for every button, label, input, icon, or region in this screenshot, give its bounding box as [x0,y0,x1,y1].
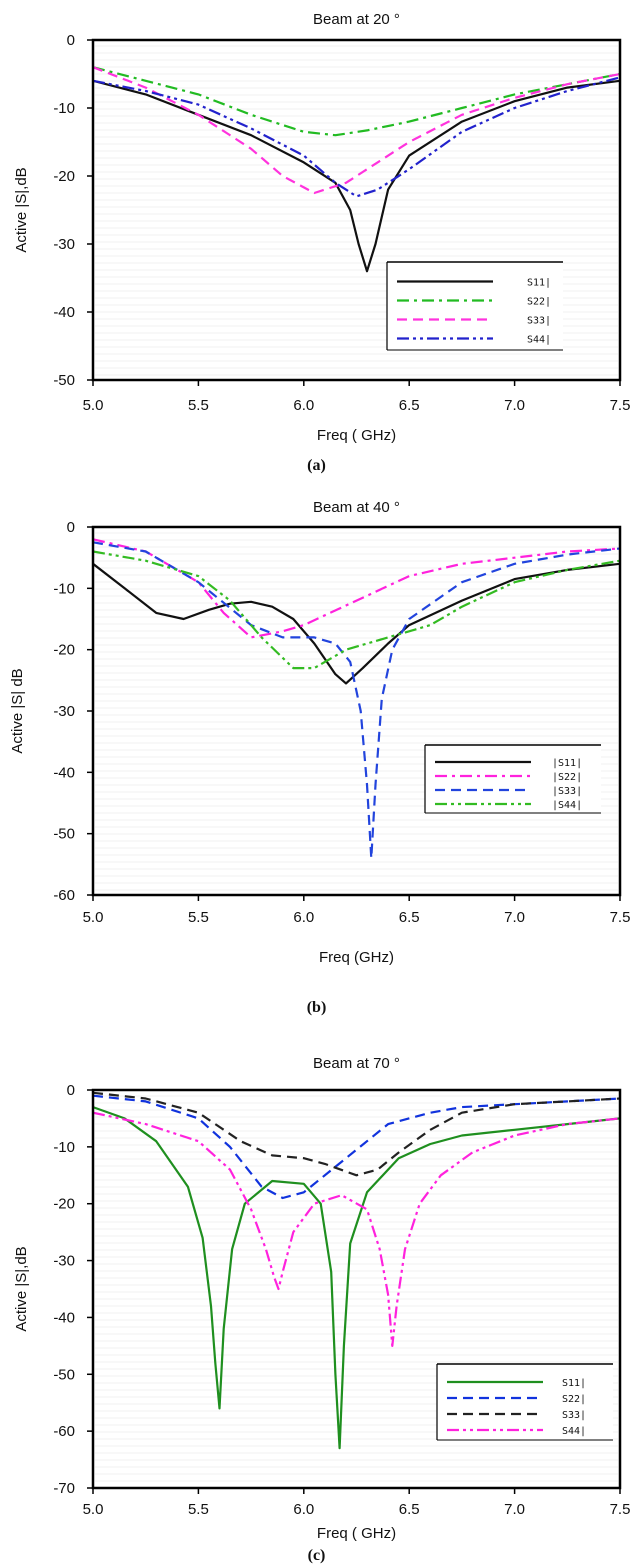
chart-1-series-3-line [93,66,620,195]
chart-1-y-tick-label: -10 [53,100,75,117]
chart-3-y-tick-label: -10 [53,1139,75,1156]
chart-3-plot-frame [91,1088,622,1490]
chart-1-legend-box [387,262,563,350]
chart-2-x-tick-label: 7.0 [504,909,525,926]
chart-2-legend: |S11| |S22| |S33| |S44| [424,744,601,814]
chart-2-y-tick-label: -50 [53,826,75,843]
chart-3-x-tick-label: 7.0 [504,1501,525,1518]
chart-3-y-tick-label: -60 [53,1423,75,1440]
chart-3-legend: S11| S22| S33| S44| [436,1363,613,1441]
chart-1-x-tick-label: 5.5 [188,397,209,414]
chart-3-y-tick-label: -40 [53,1309,75,1326]
chart-3-x-tick-label: 5.0 [83,1501,104,1518]
chart-1-legend: S11| S22| S33| S44| [386,261,563,351]
chart-3-series-4-line [93,1111,620,1348]
chart-3-legend-label-3: S33| [562,1410,586,1421]
chart-3-y-tick-label: -30 [53,1253,75,1270]
chart-3-y-tick-label: -50 [53,1366,75,1383]
chart-3-y-tick-label: -20 [53,1196,75,1213]
chart-1-panel: Beam at 20 ° 0 -10 -20 -30 -40 -50 5.0 5.5 6.0 6.5… [13,11,630,474]
chart-2-series-1-line [93,562,620,685]
chart-3-series-3-line [93,1091,620,1177]
chart-2-x-tick-label: 5.0 [83,909,104,926]
chart-3-legend-box [437,1364,613,1440]
chart-3-series-2-line [93,1094,620,1200]
chart-2-x-tick-label: 6.0 [293,909,314,926]
chart-2-y-tick-label: 0 [67,519,75,536]
chart-3-y-tick-label: -70 [53,1480,75,1497]
chart-2-x-tick-label: 6.5 [399,909,420,926]
chart-2-x-tick-label: 5.5 [188,909,209,926]
chart-3-x-tick-label: 6.0 [293,1501,314,1518]
chart-1-legend-label-4: S44| [527,335,551,346]
chart-2-legend-box [425,745,601,813]
chart-1-x-tick-label: 7.0 [504,397,525,414]
chart-1-x-tick-label: 5.0 [83,397,104,414]
chart-3-x-tick-label: 5.5 [188,1501,209,1518]
chart-3-x-axis-label: Freq ( GHz) [317,1525,396,1542]
chart-1-x-tick-label: 6.0 [293,397,314,414]
chart-2-y-tick-label: -40 [53,764,75,781]
chart-1-title: Beam at 20 ° [313,11,400,28]
chart-1-y-tick-label: -20 [53,168,75,185]
chart-2-y-tick-label: -30 [53,703,75,720]
chart-3-legend-label-1: S11| [562,1378,586,1389]
chart-1-plot-frame [91,38,622,382]
chart-2-y-tick-label: -10 [53,580,75,597]
chart-1-y-tick-label: -40 [53,304,75,321]
chart-3-x-tick-label: 7.5 [610,1501,631,1518]
chart-1-caption: (a) [307,457,326,474]
chart-2-plot-frame [91,525,622,897]
chart-1-y-tick-label: -50 [53,372,75,389]
chart-3-panel: Beam at 70 ° 0 -10 -20 -30 -40 -50 -60 -70 5.0 5.5… [13,1055,630,1564]
chart-3-legend-label-4: S44| [562,1426,586,1437]
chart-3-y-axis-label: Active |S|,dB [13,1246,30,1331]
chart-1-legend-label-2: S22| [527,297,551,308]
chart-2-legend-label-3: |S33| [552,786,582,797]
chart-3-caption: (c) [308,1547,326,1564]
chart-2-y-tick-label: -20 [53,642,75,659]
chart-2-series-2-line [93,538,620,639]
chart-1-legend-label-1: S11| [527,278,551,289]
chart-2-legend-label-1: |S11| [552,758,582,769]
chart-3-y-tick-label: 0 [67,1082,75,1099]
chart-1-x-axis-label: Freq ( GHz) [317,427,396,444]
chart-1-legend-label-3: S33| [527,316,551,327]
chart-1-y-tick-label: -30 [53,236,75,253]
chart-2-title: Beam at 40 ° [313,499,400,516]
chart-1-series-4-line [93,76,620,198]
chart-2-y-axis-label: Active |S| dB [9,668,26,753]
chart-1-series-1-line [93,79,620,273]
chart-3-series-1-line [93,1106,620,1450]
chart-1-x-tick-label: 7.5 [610,397,631,414]
chart-3-legend-label-2: S22| [562,1394,586,1405]
chart-2-panel: Beam at 40 ° 0 -10 -20 -30 -40 -50 -60 5.0 5.5 6.0… [9,499,630,1016]
chart-1-series-2-line [93,66,620,137]
chart-2-legend-label-2: |S22| [552,772,582,783]
chart-2-caption: (b) [307,999,327,1016]
chart-1-x-tick-label: 6.5 [399,397,420,414]
chart-3-title: Beam at 70 ° [313,1055,400,1072]
chart-3-x-tick-label: 6.5 [399,1501,420,1518]
chart-2-x-tick-label: 7.5 [610,909,631,926]
chart-2-legend-label-4: |S44| [552,800,582,811]
chart-2-series-4-line [93,550,620,670]
chart-2-y-tick-label: -60 [53,887,75,904]
chart-1-y-axis-label: Active |S|,dB [13,167,30,252]
chart-1-y-tick-label: 0 [67,32,75,49]
chart-2-x-axis-label: Freq (GHz) [319,949,394,966]
